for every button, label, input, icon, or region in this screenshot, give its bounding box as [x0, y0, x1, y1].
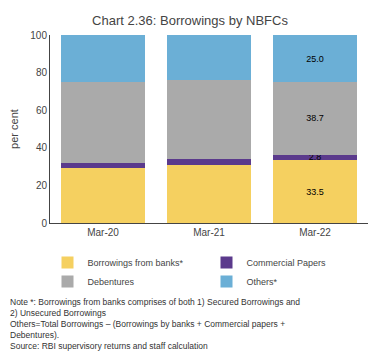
svg-text:Chart 2.36: Borrowings by NBFC: Chart 2.36: Borrowings by NBFCs [92, 13, 288, 28]
svg-text:100: 100 [30, 30, 47, 41]
svg-text:33.5: 33.5 [306, 187, 324, 197]
svg-text:2.8: 2.8 [309, 152, 322, 162]
svg-text:20: 20 [36, 180, 48, 191]
svg-text:Commercial Papers: Commercial Papers [247, 258, 327, 268]
svg-text:Mar-22: Mar-22 [299, 227, 331, 238]
svg-text:Mar-21: Mar-21 [193, 227, 225, 238]
svg-text:38.7: 38.7 [306, 113, 324, 123]
svg-text:0: 0 [41, 218, 47, 229]
svg-text:Others*: Others* [247, 277, 278, 287]
svg-text:Mar-20: Mar-20 [87, 227, 119, 238]
svg-text:40: 40 [36, 142, 48, 153]
svg-text:Note *: Borrowings from banks: Note *: Borrowings from banks comprises … [10, 297, 300, 351]
svg-text:25.0: 25.0 [306, 54, 324, 64]
svg-text:per cent: per cent [8, 109, 20, 149]
svg-text:Borrowings from banks*: Borrowings from banks* [88, 258, 184, 268]
svg-text:80: 80 [36, 67, 48, 78]
svg-text:Debentures: Debentures [88, 277, 135, 287]
svg-text:60: 60 [36, 105, 48, 116]
